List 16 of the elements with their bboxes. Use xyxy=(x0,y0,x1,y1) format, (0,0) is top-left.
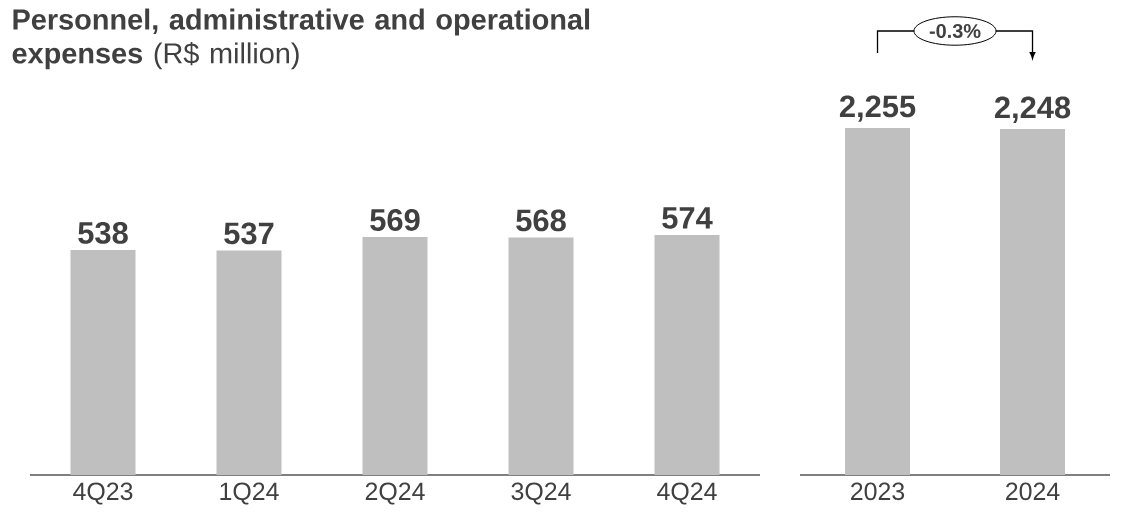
data-label: 569 xyxy=(370,209,420,231)
x-tick-label: 2Q24 xyxy=(365,482,425,505)
x-tick-label: 2023 xyxy=(851,482,905,501)
data-label: 574 xyxy=(662,207,713,229)
data-label: 568 xyxy=(516,209,566,232)
data-label: 2,255 xyxy=(839,95,916,122)
data-label: 537 xyxy=(224,222,274,245)
x-tick-label: 4Q23 xyxy=(73,482,133,505)
data-label: 2,248 xyxy=(994,96,1071,123)
data-label: 538 xyxy=(78,221,128,244)
chart-title: Personnel, administrative and operational expenses (R$ million) xyxy=(12,8,590,70)
x-tick-label: 1Q24 xyxy=(220,482,279,505)
x-tick-label: 3Q24 xyxy=(511,482,571,505)
x-tick-label: 2024 xyxy=(1006,482,1060,501)
text: -0.3% xyxy=(929,23,981,39)
x-tick-label: 4Q24 xyxy=(657,482,717,505)
